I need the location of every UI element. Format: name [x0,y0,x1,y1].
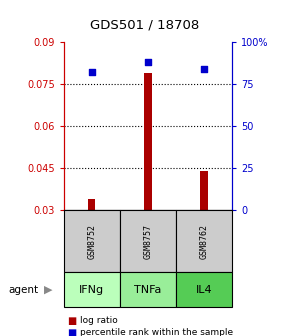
Text: log ratio: log ratio [80,317,117,325]
Text: GSM8752: GSM8752 [87,223,96,259]
Text: ▶: ▶ [44,285,52,295]
Bar [88,199,95,210]
Text: IFNg: IFNg [79,285,104,295]
Point [90,70,94,75]
Point [202,66,206,72]
Text: ■: ■ [67,316,76,326]
Text: IL4: IL4 [196,285,212,295]
Point [146,59,150,65]
Text: GSM8762: GSM8762 [200,223,209,259]
Text: agent: agent [9,285,39,295]
Text: GSM8757: GSM8757 [143,223,153,259]
Text: percentile rank within the sample: percentile rank within the sample [80,328,233,336]
Bar [200,171,208,210]
Text: TNFa: TNFa [134,285,162,295]
Text: GDS501 / 18708: GDS501 / 18708 [90,18,200,32]
Text: ■: ■ [67,328,76,336]
Bar [144,73,152,210]
